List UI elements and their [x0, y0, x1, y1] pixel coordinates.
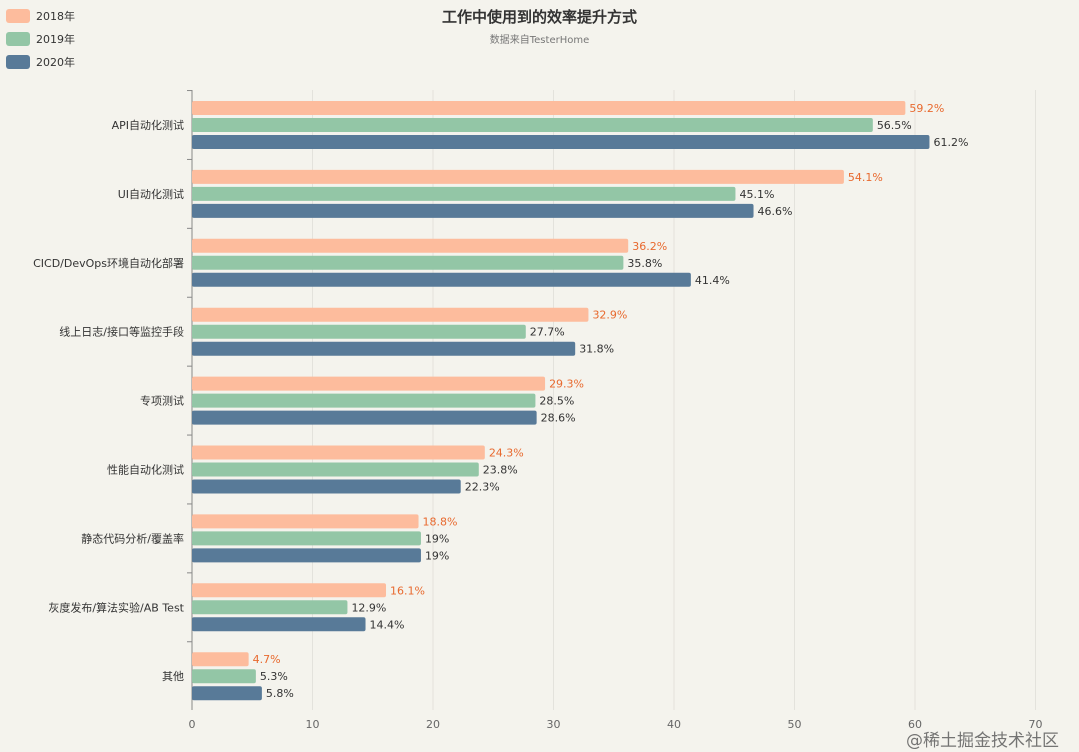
bar	[192, 393, 536, 408]
legend-label: 2018年	[36, 9, 75, 23]
bar	[192, 186, 736, 201]
category-label: CICD/DevOps环境自动化部署	[33, 256, 184, 270]
data-label: 41.4%	[695, 274, 730, 287]
bar	[192, 617, 366, 632]
data-label: 5.8%	[266, 687, 294, 700]
data-label: 31.8%	[579, 343, 614, 356]
bar	[192, 101, 906, 115]
legend: 2018年 2019年 2020年	[6, 4, 75, 73]
category-label: 性能自动化测试	[107, 463, 184, 477]
data-label: 16.1%	[390, 584, 425, 597]
bar	[192, 531, 421, 546]
category-label: 灰度发布/算法实验/AB Test	[48, 600, 184, 614]
x-tick-label: 40	[667, 718, 681, 731]
bar	[192, 118, 873, 132]
legend-label: 2020年	[36, 55, 75, 69]
data-label: 12.9%	[351, 601, 386, 614]
bar	[192, 135, 930, 149]
data-label: 27.7%	[530, 326, 565, 339]
bar	[192, 479, 461, 494]
legend-swatch	[6, 54, 30, 69]
data-label: 14.4%	[370, 618, 405, 631]
data-label: 19%	[425, 532, 449, 545]
x-tick-label: 10	[306, 718, 320, 731]
bar	[192, 324, 526, 339]
data-label: 4.7%	[253, 653, 281, 666]
legend-item-2020[interactable]: 2020年	[6, 50, 75, 73]
data-label: 45.1%	[739, 188, 774, 201]
category-label: 专项测试	[140, 394, 184, 408]
bar	[192, 686, 262, 701]
bar	[192, 583, 387, 598]
bar	[192, 255, 624, 270]
data-label: 29.3%	[549, 378, 584, 391]
bar	[192, 410, 537, 425]
category-label: API自动化测试	[112, 118, 184, 132]
watermark: @稀土掘金技术社区	[906, 731, 1059, 751]
bar	[192, 307, 589, 322]
bar	[192, 169, 844, 184]
data-label: 54.1%	[848, 171, 883, 184]
bar	[192, 669, 256, 684]
bar	[192, 203, 754, 218]
legend-swatch	[6, 8, 30, 23]
data-label: 18.8%	[423, 515, 458, 528]
data-label: 46.6%	[758, 205, 793, 218]
legend-swatch	[6, 31, 30, 46]
data-label: 22.3%	[465, 481, 500, 494]
bar	[192, 600, 348, 615]
bar	[192, 548, 421, 563]
category-label: 其他	[162, 670, 184, 683]
category-label: UI自动化测试	[118, 187, 184, 201]
bar	[192, 445, 485, 460]
legend-label: 2019年	[36, 32, 75, 46]
data-label: 61.2%	[933, 136, 968, 149]
category-label: 静态代码分析/覆盖率	[81, 531, 184, 545]
data-label: 35.8%	[627, 257, 662, 270]
bar	[192, 514, 419, 529]
legend-item-2019[interactable]: 2019年	[6, 27, 75, 50]
data-label: 24.3%	[489, 447, 524, 460]
x-tick-label: 50	[788, 718, 802, 731]
data-label: 56.5%	[877, 119, 912, 132]
bar	[192, 462, 479, 477]
chart-title: 工作中使用到的效率提升方式	[441, 8, 637, 26]
bar	[192, 341, 576, 356]
x-tick-label: 30	[547, 718, 561, 731]
bar	[192, 652, 249, 667]
x-tick-label: 20	[426, 718, 440, 731]
x-tick-label: 60	[908, 718, 922, 731]
data-label: 59.2%	[909, 102, 944, 115]
data-label: 5.3%	[260, 670, 288, 683]
x-tick-label: 70	[1029, 718, 1043, 731]
chart-subtitle: 数据来自TesterHome	[489, 35, 590, 46]
x-tick-label: 0	[189, 718, 196, 731]
bar	[192, 376, 546, 391]
bar	[192, 238, 629, 253]
data-label: 23.8%	[483, 464, 518, 477]
bar	[192, 272, 691, 287]
category-label: 线上日志/接口等监控手段	[59, 325, 184, 339]
data-label: 28.5%	[539, 395, 574, 408]
legend-item-2018[interactable]: 2018年	[6, 4, 75, 27]
data-label: 36.2%	[632, 240, 667, 253]
data-label: 32.9%	[592, 309, 627, 322]
data-label: 28.6%	[541, 412, 576, 425]
data-label: 19%	[425, 549, 449, 562]
